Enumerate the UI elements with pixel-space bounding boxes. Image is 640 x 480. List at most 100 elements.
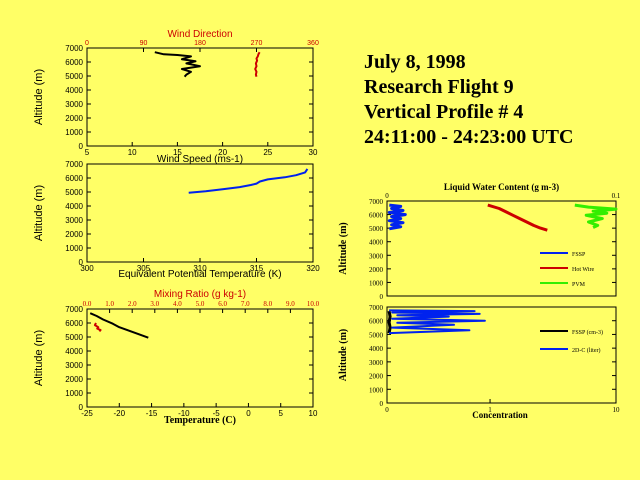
mixing-bottom-axis-title: Temperature (C) xyxy=(164,415,236,426)
concentration-series-1 xyxy=(389,309,486,335)
mixing-top-tick-label: 3.0 xyxy=(150,300,159,308)
concentration-ytick-label: 4000 xyxy=(369,345,384,353)
mixing-top-tick-label: 4.0 xyxy=(173,300,182,308)
concentration-xtick-label: 1 xyxy=(488,406,492,414)
wind-series-1 xyxy=(254,51,261,77)
concentration-ytick-label: 3000 xyxy=(369,359,384,367)
concentration-ytick-label: 0 xyxy=(380,400,384,408)
mixing-top-tick-label: 5.0 xyxy=(196,300,205,308)
concentration-xtick-label: 0 xyxy=(385,406,389,414)
title-block: July 8, 1998 Research Flight 9 Vertical … xyxy=(364,50,573,150)
wind-xtick-label: 30 xyxy=(309,148,318,157)
mixing-series-0 xyxy=(89,312,149,339)
wind-ylabel: Altitude (m) xyxy=(33,69,45,125)
mixing-xtick-label: -10 xyxy=(178,409,190,418)
wind-xtick-label: 25 xyxy=(263,148,272,157)
mixing-top-tick-label: 8.0 xyxy=(263,300,272,308)
theta_e-series-0 xyxy=(188,168,309,194)
mixing-top-tick-label: 6.0 xyxy=(218,300,227,308)
mixing-ytick-label: 4000 xyxy=(65,347,83,356)
profile-number: Vertical Profile # 4 xyxy=(364,101,524,123)
wind-top-tick-label: 180 xyxy=(194,40,206,47)
lwc-series-1 xyxy=(487,203,548,232)
wind-top-tick-label: 270 xyxy=(251,40,263,47)
wind-ytick-label: 1000 xyxy=(65,128,83,137)
lwc-series-2 xyxy=(574,203,618,229)
theta_e-xtick-label: 310 xyxy=(193,264,207,273)
mixing-top-tick-label: 10.0 xyxy=(307,300,320,308)
lwc-top-tick-label: 0 xyxy=(385,192,389,200)
mixing-ytick-label: 1000 xyxy=(65,389,83,398)
concentration-xtick-label: 10 xyxy=(613,406,621,414)
mixing-xtick-label: -15 xyxy=(146,409,158,418)
lwc-ytick-label: 3000 xyxy=(369,252,384,260)
concentration-ytick-label: 5000 xyxy=(369,331,384,339)
lwc-ytick-label: 6000 xyxy=(369,212,384,220)
theta_e-xtick-label: 305 xyxy=(137,264,151,273)
concentration-ytick-label: 7000 xyxy=(369,304,384,312)
concentration-ytick-label: 1000 xyxy=(369,386,384,394)
mixing-ytick-label: 7000 xyxy=(65,305,83,314)
wind-top-axis-title: Wind Direction xyxy=(167,29,232,40)
lwc-series-0 xyxy=(387,203,407,231)
lwc-ytick-label: 5000 xyxy=(369,225,384,233)
flight-date: July 8, 1998 xyxy=(364,51,466,73)
wind-xtick-label: 20 xyxy=(218,148,227,157)
mixing-top-tick-label: 1.0 xyxy=(105,300,114,308)
mixing-ylabel: Altitude (m) xyxy=(33,330,45,386)
wind-top-tick-label: 360 xyxy=(307,40,319,47)
wind-xtick-label: 15 xyxy=(173,148,182,157)
mixing-ytick-label: 3000 xyxy=(65,361,83,370)
lwc-legend-label: FSSP xyxy=(572,252,586,258)
mixing-series-1 xyxy=(93,322,102,333)
mixing-xtick-label: 5 xyxy=(278,409,283,418)
concentration-frame xyxy=(386,306,617,404)
mixing-top-tick-label: 0.0 xyxy=(83,300,92,308)
mixing-xtick-label: 0 xyxy=(246,409,251,418)
concentration-series-0 xyxy=(387,310,392,334)
concentration-xlabel: Concentration xyxy=(472,410,528,420)
mixing-ytick-label: 6000 xyxy=(65,319,83,328)
wind-ytick-label: 5000 xyxy=(65,72,83,81)
mixing-frame xyxy=(86,308,314,408)
mixing-xtick-label: -25 xyxy=(81,409,93,418)
wind-ytick-label: 6000 xyxy=(65,58,83,67)
mixing-top-tick-label: 2.0 xyxy=(128,300,137,308)
theta_e-ylabel: Altitude (m) xyxy=(33,185,45,241)
mixing-xtick-label: -5 xyxy=(213,409,221,418)
lwc-top-tick-label: 0.1 xyxy=(612,192,621,200)
wind-ytick-label: 7000 xyxy=(65,44,83,53)
wind-ytick-label: 0 xyxy=(79,142,84,151)
lwc-ytick-label: 4000 xyxy=(369,239,384,247)
theta_e-xtick-label: 320 xyxy=(306,264,320,273)
concentration-legend-label: 2D-C (liter) xyxy=(572,347,601,354)
lwc-legend-label: PVM xyxy=(572,282,586,288)
mixing-xtick-label: -20 xyxy=(114,409,126,418)
concentration-ytick-label: 6000 xyxy=(369,318,384,326)
wind-ytick-label: 4000 xyxy=(65,86,83,95)
theta_e-ytick-label: 1000 xyxy=(65,244,83,253)
wind-top-tick-label: 0 xyxy=(85,40,89,47)
theta_e-ytick-label: 0 xyxy=(79,258,84,267)
theta_e-ytick-label: 2000 xyxy=(65,230,83,239)
lwc-ytick-label: 1000 xyxy=(369,279,384,287)
concentration-legend-label: FSSP (cm-3) xyxy=(572,329,603,336)
time-range: 24:11:00 - 24:23:00 UTC xyxy=(364,126,574,148)
lwc-ytick-label: 2000 xyxy=(369,266,384,274)
theta_e-ytick-label: 5000 xyxy=(65,188,83,197)
theta_e-xtick-label: 300 xyxy=(80,264,94,273)
wind-top-tick-label: 90 xyxy=(140,40,148,47)
wind-bottom-axis-title: Wind Speed (ms-1) xyxy=(157,154,243,165)
wind-frame xyxy=(86,47,314,147)
wind-xtick-label: 5 xyxy=(85,148,90,157)
lwc-ytick-label: 7000 xyxy=(369,198,384,206)
theta_e-ytick-label: 6000 xyxy=(65,174,83,183)
theta_e-ytick-label: 7000 xyxy=(65,160,83,169)
mixing-top-tick-label: 7.0 xyxy=(241,300,250,308)
theta-e-xlabel: Equivalent Potential Temperature (K) xyxy=(118,269,281,280)
mixing-top-axis-title: Mixing Ratio (g kg-1) xyxy=(154,289,246,300)
mixing-xtick-label: 10 xyxy=(309,409,318,418)
concentration-ylabel: Altitude (m) xyxy=(338,329,349,382)
theta_e-ytick-label: 4000 xyxy=(65,202,83,211)
